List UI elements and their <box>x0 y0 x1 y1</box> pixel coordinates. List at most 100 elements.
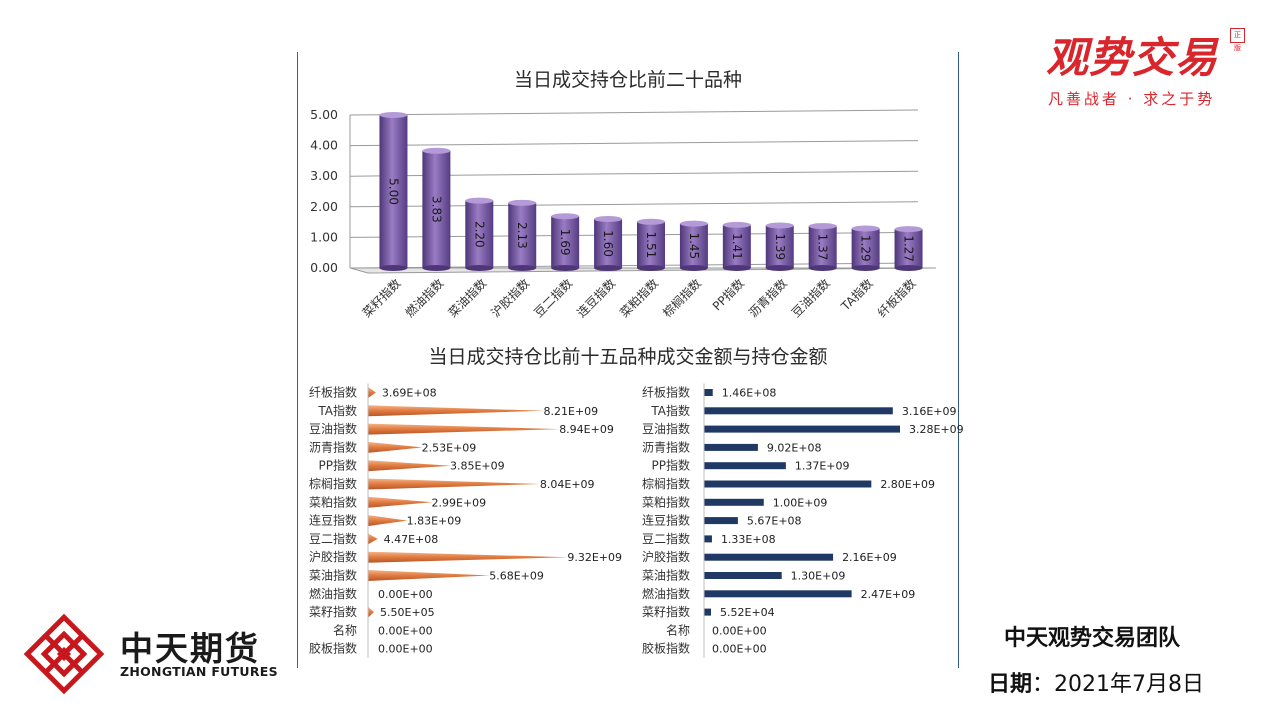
bar-top <box>679 220 708 227</box>
navy-bar <box>704 425 900 433</box>
left-value-label: 9.32E+09 <box>567 551 622 564</box>
left-value-label: 3.85E+09 <box>450 460 505 473</box>
category-label: 菜粕指数 <box>617 276 662 321</box>
category-label: 燃油指数 <box>402 276 447 321</box>
bar <box>637 221 665 268</box>
cone-bar <box>368 515 408 527</box>
bar <box>851 228 880 268</box>
category-label: 棕榈指数 <box>659 276 704 321</box>
bar-value-label: 1.60 <box>601 230 615 257</box>
right-value-label: 1.00E+09 <box>773 496 828 509</box>
left-category-label: 沥青指数 <box>309 439 357 454</box>
y-tick-label: 3.00 <box>310 168 338 183</box>
left-category-label: 连豆指数 <box>309 513 357 528</box>
category-label: 连豆指数 <box>574 276 619 321</box>
right-category-label: 菜油指数 <box>642 568 690 583</box>
bar-value-label: 2.20 <box>472 221 486 248</box>
navy-bar <box>704 389 713 396</box>
right-category-label: 棕榈指数 <box>642 476 690 491</box>
right-value-label: 1.33E+08 <box>721 533 776 546</box>
right-category-label: 豆油指数 <box>642 421 690 436</box>
right-value-label: 1.46E+08 <box>722 387 777 400</box>
gridline <box>349 140 919 147</box>
brand-seal: 正版 <box>1230 28 1245 52</box>
right-category-label: TA指数 <box>650 403 690 418</box>
bar-value-label: 1.51 <box>644 232 658 259</box>
bar-bottom <box>808 265 837 271</box>
right-category-label: 沪胶指数 <box>642 549 690 564</box>
category-label: 菜油指数 <box>445 276 490 321</box>
y-tick-label: 4.00 <box>310 138 338 153</box>
bar <box>894 229 923 268</box>
bar-top <box>551 213 580 220</box>
bar-value-label: 1.29 <box>859 235 873 262</box>
team-name: 中天观势交易团队 <box>1004 626 1181 651</box>
left-value-label: 1.83E+09 <box>407 515 462 528</box>
left-value-label: 0.00E+00 <box>378 588 433 601</box>
right-value-label: 1.30E+09 <box>791 570 846 583</box>
right-category-label: 纤板指数 <box>642 385 690 400</box>
bar-bottom <box>551 265 580 271</box>
navy-bar <box>704 517 738 525</box>
left-value-label: 0.00E+00 <box>378 624 433 637</box>
bar-top <box>808 223 837 230</box>
left-value-label: 5.68E+09 <box>489 570 544 583</box>
right-category-label: 名称 <box>666 622 690 637</box>
navy-bar <box>704 443 758 451</box>
bar <box>594 219 623 268</box>
bar-top <box>594 216 623 223</box>
bar-top <box>851 225 880 232</box>
right-value-label: 5.52E+04 <box>720 606 775 619</box>
cone-bar <box>368 478 541 490</box>
bar-value-label: 1.41 <box>730 233 744 260</box>
cone-bar <box>368 460 451 472</box>
bar-value-label: 1.45 <box>687 232 701 259</box>
right-value-label: 3.16E+09 <box>902 405 957 418</box>
left-category-label: 豆二指数 <box>309 531 357 546</box>
bar-top <box>508 199 537 206</box>
y-tick-label: 0.00 <box>310 260 338 275</box>
bar-bottom <box>851 265 880 271</box>
left-divider <box>297 52 298 668</box>
right-category-label: 菜籽指数 <box>642 604 690 619</box>
right-value-label: 9.02E+08 <box>767 441 822 454</box>
y-tick-label: 2.00 <box>310 199 338 214</box>
bar-top <box>422 147 451 154</box>
left-category-label: 菜籽指数 <box>309 604 357 619</box>
bar-value-label: 1.39 <box>773 233 787 260</box>
bar-top <box>379 112 408 118</box>
bar-bottom <box>508 265 537 271</box>
company-name-en: ZHONGTIAN FUTURES <box>120 664 278 679</box>
cone-bar <box>368 441 423 453</box>
company-logo: 中天期货 ZHONGTIAN FUTURES <box>22 612 282 696</box>
left-value-label: 8.94E+09 <box>559 423 614 436</box>
category-label: 纤板指数 <box>874 276 919 321</box>
top-bar-chart: 当日成交持仓比前二十品种 0.00 1.00 2.00 3.00 4.00 5.00 5.… <box>310 69 937 321</box>
bar-value-label: 2.13 <box>515 222 529 249</box>
right-value-label: 1.37E+09 <box>795 460 850 473</box>
bar-bottom <box>765 265 794 271</box>
category-label: TA指数 <box>837 276 876 315</box>
left-category-label: 棕榈指数 <box>309 476 357 491</box>
left-value-label: 3.69E+08 <box>382 387 437 400</box>
bar <box>808 226 837 268</box>
left-value-label: 0.00E+00 <box>378 643 433 656</box>
y-tick-label: 1.00 <box>310 229 338 244</box>
navy-bar <box>704 498 764 506</box>
right-value-label: 5.67E+08 <box>747 515 802 528</box>
bar <box>722 224 751 268</box>
bottom-hbar-charts: 当日成交持仓比前十五品种成交金额与持仓金额 纤板指数 3.69E+08 TA指数 8.… <box>309 346 964 658</box>
bar-bottom <box>722 265 751 271</box>
company-emblem-icon <box>23 613 105 695</box>
right-category-label: 豆二指数 <box>642 531 690 546</box>
right-category-label: 菜粕指数 <box>642 494 690 509</box>
bar-bottom <box>422 265 451 271</box>
cone-bar <box>368 533 378 545</box>
left-value-label: 5.50E+05 <box>380 606 435 619</box>
bar <box>422 150 451 268</box>
left-category-label: 豆油指数 <box>309 421 357 436</box>
right-divider <box>958 52 959 668</box>
bar <box>551 216 580 268</box>
cone-bar <box>368 405 545 417</box>
